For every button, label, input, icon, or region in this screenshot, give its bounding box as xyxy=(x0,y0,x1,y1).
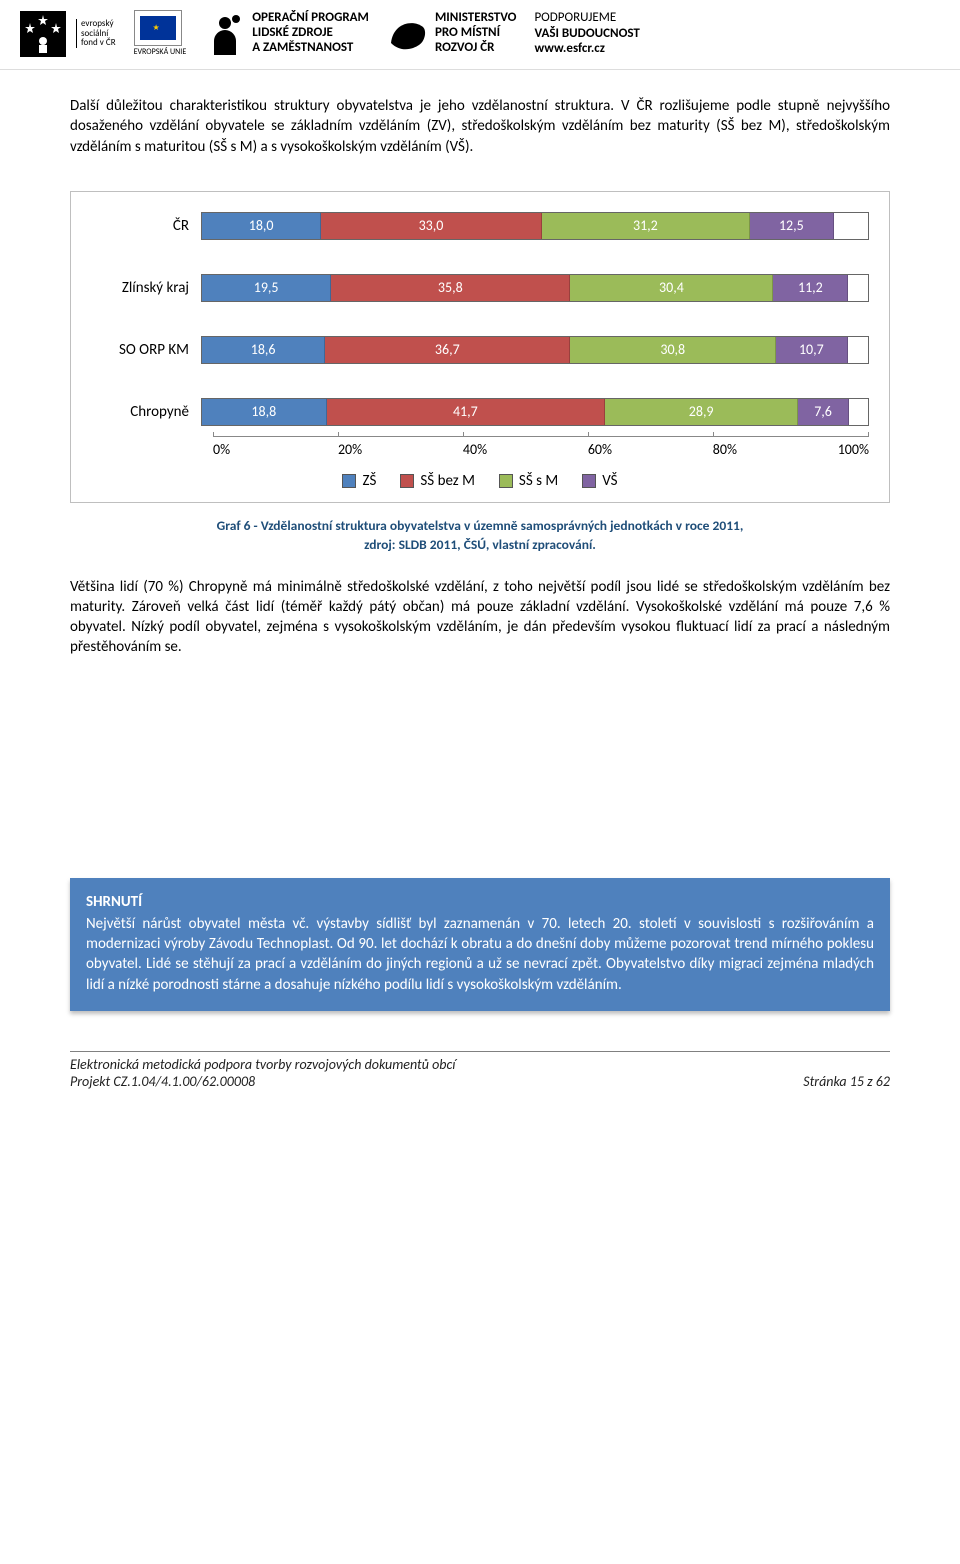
chart-row: SO ORP KM18,636,730,810,7 xyxy=(91,336,869,364)
esf-stars-icon xyxy=(20,11,66,57)
chart-segment: 18,0 xyxy=(201,213,321,239)
logo-op: OPERAČNÍ PROGRAM LIDSKÉ ZDROJE A ZAMĚSTN… xyxy=(204,11,369,56)
paragraph-intro: Další důležitou charakteristikou struktu… xyxy=(0,70,960,167)
footer-left: Elektronická metodická podpora tvorby ro… xyxy=(70,1056,456,1090)
chart-category-label: Zlínský kraj xyxy=(91,279,201,297)
chart-x-tick: 40% xyxy=(463,437,588,458)
chart-category-label: Chropyně xyxy=(91,403,201,421)
op-line2: LIDSKÉ ZDROJE xyxy=(252,26,369,41)
legend-swatch-icon xyxy=(400,474,414,488)
chart-segment: 18,6 xyxy=(201,337,325,363)
summary-box: SHRNUTÍ Největší nárůst obyvatel města v… xyxy=(70,878,890,1011)
legend-label: SŠ s M xyxy=(519,472,558,490)
chart-segment: 10,7 xyxy=(776,337,847,363)
footer-left-line2: Projekt CZ.1.04/4.1.00/62.00008 xyxy=(70,1073,456,1090)
support-line3: www.esfcr.cz xyxy=(534,41,639,57)
education-chart: ČR18,033,031,212,5Zlínský kraj19,535,830… xyxy=(70,191,890,503)
chart-segment: 31,2 xyxy=(542,213,750,239)
chart-segment: 7,6 xyxy=(798,399,849,425)
mmr-lion-icon xyxy=(387,13,429,55)
chart-category-label: ČR xyxy=(91,217,201,235)
summary-title: SHRNUTÍ xyxy=(86,892,874,912)
chart-caption-line2: zdroj: SLDB 2011, ČSÚ, vlastní zpracován… xyxy=(70,536,890,555)
legend-swatch-icon xyxy=(582,474,596,488)
esf-label-3: fond v ČR xyxy=(81,38,116,48)
chart-row: Zlínský kraj19,535,830,411,2 xyxy=(91,274,869,302)
legend-item: SŠ s M xyxy=(499,472,558,490)
legend-label: SŠ bez M xyxy=(420,472,475,490)
chart-segment: 41,7 xyxy=(327,399,606,425)
eu-caption: EVROPSKÁ UNIE xyxy=(134,47,187,57)
chart-x-axis: 0%20%40%60%80%100% xyxy=(213,436,869,458)
op-line3: A ZAMĚSTNANOST xyxy=(252,41,369,56)
footer-right: Stránka 15 z 62 xyxy=(803,1073,890,1090)
legend-label: ZŠ xyxy=(362,472,376,490)
chart-segment: 36,7 xyxy=(325,337,570,363)
chart-x-tick: 20% xyxy=(338,437,463,458)
mmr-line3: ROZVOJ ČR xyxy=(435,41,517,56)
eu-flag-icon xyxy=(134,10,182,46)
chart-x-tick: 60% xyxy=(588,437,713,458)
chart-segment: 30,8 xyxy=(570,337,776,363)
esf-label: evropský sociální fond v ČR xyxy=(76,19,116,49)
op-person-icon xyxy=(204,13,246,55)
summary-body: Největší nárůst obyvatel města vč. výsta… xyxy=(86,914,874,995)
paragraph-analysis: Většina lidí (70 %) Chropyně má minimáln… xyxy=(0,555,960,668)
logo-mmr: MINISTERSTVO PRO MÍSTNÍ ROZVOJ ČR xyxy=(387,11,517,56)
chart-segment: 28,9 xyxy=(605,399,798,425)
chart-segment: 30,4 xyxy=(570,275,773,301)
chart-segment: 18,8 xyxy=(201,399,327,425)
chart-segment: 12,5 xyxy=(750,213,834,239)
op-line1: OPERAČNÍ PROGRAM xyxy=(252,11,369,26)
chart-row: ČR18,033,031,212,5 xyxy=(91,212,869,240)
footer-left-line1: Elektronická metodická podpora tvorby ro… xyxy=(70,1056,456,1073)
legend-item: ZŠ xyxy=(342,472,376,490)
chart-row: Chropyně18,841,728,97,6 xyxy=(91,398,869,426)
mmr-line1: MINISTERSTVO xyxy=(435,11,517,26)
support-line2: VAŠI BUDOUCNOST xyxy=(534,26,639,42)
mmr-line2: PRO MÍSTNÍ xyxy=(435,26,517,41)
chart-x-tick: 100% xyxy=(838,437,869,458)
chart-legend: ZŠ SŠ bez M SŠ s M VŠ xyxy=(91,472,869,490)
chart-segment: 33,0 xyxy=(321,213,541,239)
support-line1: PODPORUJEME xyxy=(534,10,639,26)
chart-segment: 35,8 xyxy=(331,275,570,301)
chart-x-tick: 0% xyxy=(213,437,338,458)
legend-label: VŠ xyxy=(602,472,617,490)
logo-esf: evropský sociální fond v ČR xyxy=(20,11,116,57)
legend-swatch-icon xyxy=(499,474,513,488)
legend-swatch-icon xyxy=(342,474,356,488)
logo-eu: EVROPSKÁ UNIE xyxy=(134,10,187,57)
header-logo-strip: evropský sociální fond v ČR EVROPSKÁ UNI… xyxy=(0,0,960,70)
legend-item: SŠ bez M xyxy=(400,472,475,490)
chart-segment: 19,5 xyxy=(201,275,331,301)
chart-x-tick: 80% xyxy=(713,437,838,458)
page-footer: Elektronická metodická podpora tvorby ro… xyxy=(70,1051,890,1090)
chart-segment: 11,2 xyxy=(773,275,848,301)
chart-category-label: SO ORP KM xyxy=(91,341,201,359)
chart-caption: Graf 6 - Vzdělanostní struktura obyvatel… xyxy=(70,517,890,555)
logo-support: PODPORUJEME VAŠI BUDOUCNOST www.esfcr.cz xyxy=(534,10,639,57)
chart-caption-line1: Graf 6 - Vzdělanostní struktura obyvatel… xyxy=(70,517,890,536)
legend-item: VŠ xyxy=(582,472,617,490)
